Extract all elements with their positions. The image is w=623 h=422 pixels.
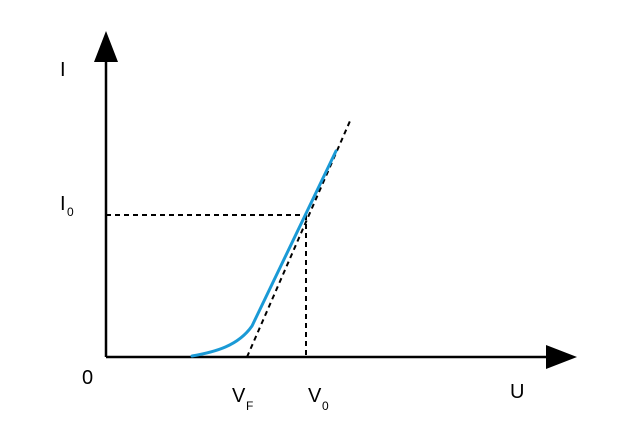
svg-text:0: 0: [322, 399, 329, 413]
i0-label: I 0: [60, 193, 74, 219]
vf-label: V F: [232, 385, 253, 413]
svg-text:I: I: [60, 193, 66, 215]
origin-label: 0: [82, 367, 93, 389]
svg-text:F: F: [246, 399, 253, 413]
v0-label: V 0: [308, 385, 329, 413]
x-axis-label: U: [510, 381, 524, 403]
svg-text:0: 0: [67, 205, 74, 219]
y-axis-label: I: [60, 59, 66, 81]
iv-curve: [190, 149, 338, 358]
y-axis-arrowhead: [94, 31, 118, 62]
svg-text:V: V: [232, 385, 246, 407]
tangent-dashed-line: [246, 120, 351, 358]
x-axis-arrowhead: [546, 345, 577, 369]
svg-text:V: V: [308, 385, 322, 407]
